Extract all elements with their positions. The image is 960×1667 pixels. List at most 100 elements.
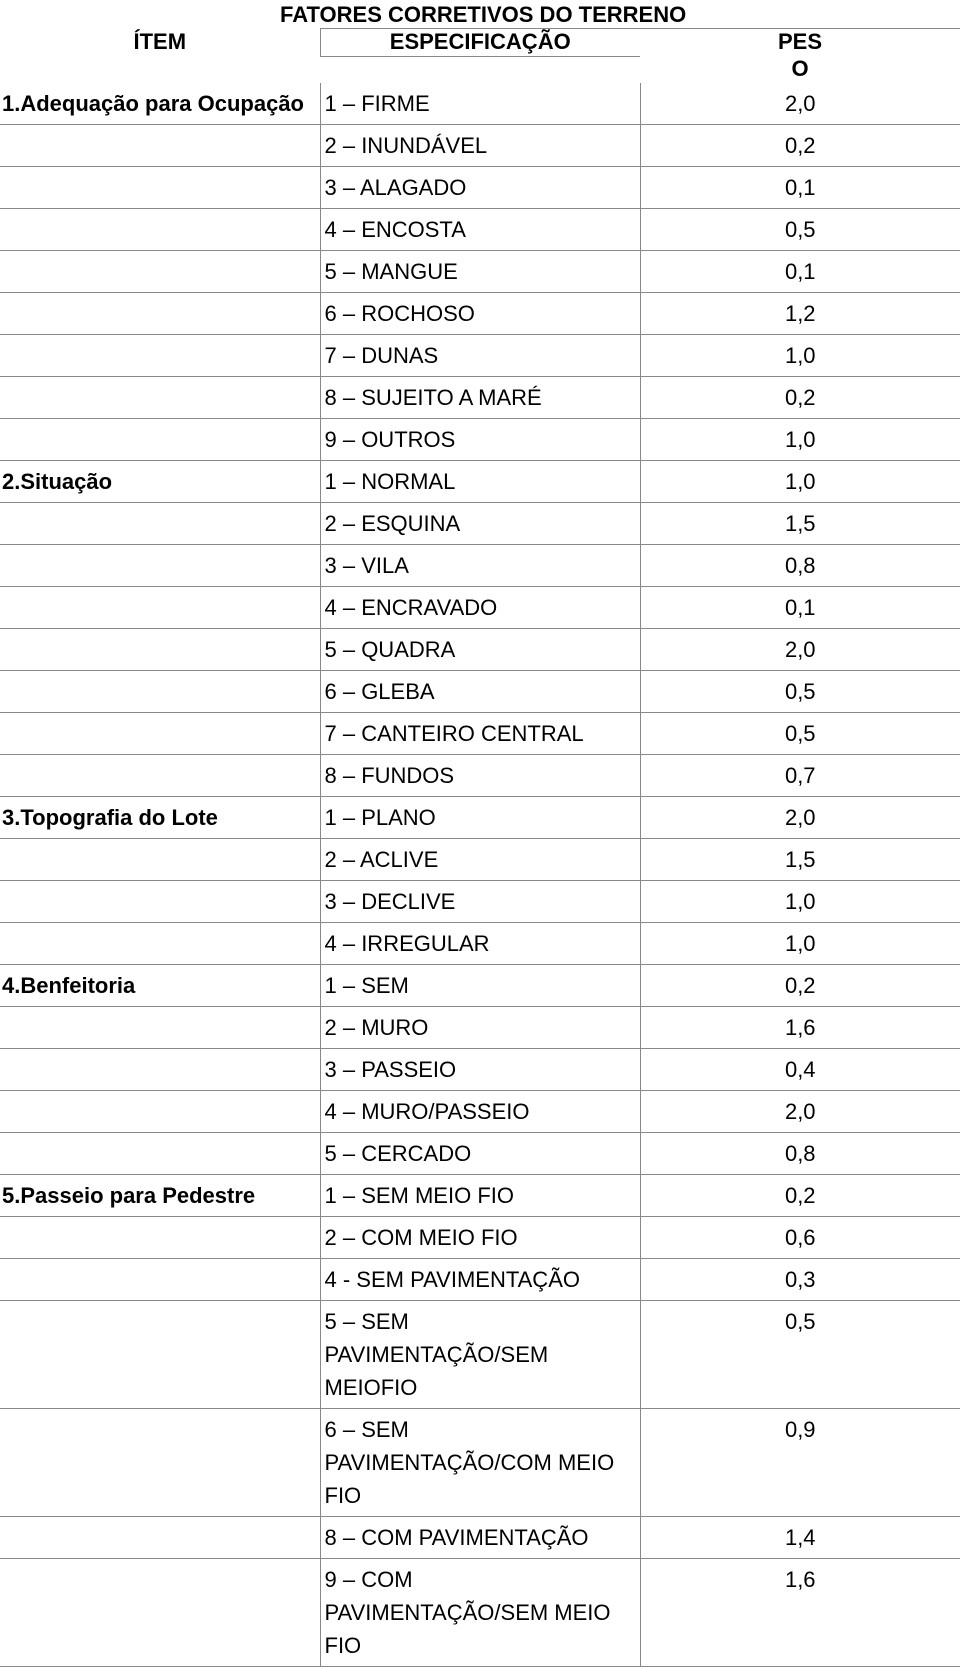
peso-cell: 0,2 — [640, 124, 960, 166]
item-cell — [0, 334, 320, 376]
header-peso-2: O — [640, 56, 960, 82]
peso-cell: 0,8 — [640, 1132, 960, 1174]
spec-cell: 9 – OUTROS — [320, 418, 640, 460]
peso-cell: 1,6 — [640, 1558, 960, 1666]
spec-cell: 4 – ENCOSTA — [320, 208, 640, 250]
peso-cell: 2,0 — [640, 1090, 960, 1132]
spec-cell: 4 – ENCRAVADO — [320, 586, 640, 628]
spec-cell: 5 – MANGUE — [320, 250, 640, 292]
peso-cell: 1,0 — [640, 418, 960, 460]
table-row: 8 – COM PAVIMENTAÇÃO1,4 — [0, 1516, 960, 1558]
item-cell: 1.Adequação para Ocupação — [0, 83, 320, 125]
table-row: 5 – SEM PAVIMENTAÇÃO/SEM MEIOFIO0,5 — [0, 1300, 960, 1408]
item-cell — [0, 1090, 320, 1132]
table-row: 6 – ROCHOSO1,2 — [0, 292, 960, 334]
peso-cell: 0,5 — [640, 712, 960, 754]
table-row: 9 – OUTROS1,0 — [0, 418, 960, 460]
spec-cell: 3 – ALAGADO — [320, 166, 640, 208]
item-cell — [0, 124, 320, 166]
table-row: 3 – DECLIVE1,0 — [0, 880, 960, 922]
spec-cell: 2 – COM MEIO FIO — [320, 1216, 640, 1258]
item-cell — [0, 1408, 320, 1516]
peso-cell: 1,5 — [640, 838, 960, 880]
table-row: 7 – CANTEIRO CENTRAL0,5 — [0, 712, 960, 754]
item-cell — [0, 1516, 320, 1558]
peso-cell: 2,0 — [640, 628, 960, 670]
spec-cell: 8 – SUJEITO A MARÉ — [320, 376, 640, 418]
item-cell: 2.Situação — [0, 460, 320, 502]
spec-cell: 4 – IRREGULAR — [320, 922, 640, 964]
table-row: 3 – PASSEIO0,4 — [0, 1048, 960, 1090]
spec-cell: 8 – COM PAVIMENTAÇÃO — [320, 1516, 640, 1558]
spec-cell: 5 – SEM PAVIMENTAÇÃO/SEM MEIOFIO — [320, 1300, 640, 1408]
table-row: 3 – VILA0,8 — [0, 544, 960, 586]
item-cell — [0, 922, 320, 964]
peso-cell: 0,1 — [640, 250, 960, 292]
header-row: ÍTEM ESPECIFICAÇÃO PES — [0, 29, 960, 56]
item-cell — [0, 418, 320, 460]
fatores-table: FATORES CORRETIVOS DO TERRENO ÍTEM ESPEC… — [0, 0, 960, 1667]
spec-cell: 1 – SEM — [320, 964, 640, 1006]
item-cell — [0, 586, 320, 628]
spec-cell: 4 – MURO/PASSEIO — [320, 1090, 640, 1132]
item-label: 4.Benfeitoria — [2, 973, 135, 998]
table-row: 4 – ENCOSTA0,5 — [0, 208, 960, 250]
peso-cell: 0,1 — [640, 166, 960, 208]
table-row: 5 – CERCADO0,8 — [0, 1132, 960, 1174]
peso-cell: 0,2 — [640, 376, 960, 418]
table-row: 2 – ESQUINA1,5 — [0, 502, 960, 544]
table-row: 4 – IRREGULAR1,0 — [0, 922, 960, 964]
item-cell — [0, 1048, 320, 1090]
table-row: 6 – GLEBA0,5 — [0, 670, 960, 712]
table-body: 1.Adequação para Ocupação1 – FIRME2,0 2 –… — [0, 83, 960, 1667]
item-cell — [0, 1300, 320, 1408]
item-cell — [0, 208, 320, 250]
item-cell — [0, 628, 320, 670]
peso-cell: 0,5 — [640, 208, 960, 250]
spec-cell: 3 – DECLIVE — [320, 880, 640, 922]
spec-cell: 6 – ROCHOSO — [320, 292, 640, 334]
spec-cell: 9 – COM PAVIMENTAÇÃO/SEM MEIO FIO — [320, 1558, 640, 1666]
table-row: 3 – ALAGADO0,1 — [0, 166, 960, 208]
peso-cell: 0,4 — [640, 1048, 960, 1090]
item-cell — [0, 292, 320, 334]
spec-cell: 2 – ACLIVE — [320, 838, 640, 880]
header-peso-1: PES — [640, 29, 960, 56]
item-cell — [0, 754, 320, 796]
spec-cell: 5 – CERCADO — [320, 1132, 640, 1174]
table-row: 5.Passeio para Pedestre1 – SEM MEIO FIO0… — [0, 1174, 960, 1216]
item-cell — [0, 712, 320, 754]
table-row: 2.Situação1 – NORMAL1,0 — [0, 460, 960, 502]
table-row: 4 – MURO/PASSEIO2,0 — [0, 1090, 960, 1132]
item-cell — [0, 1006, 320, 1048]
table-row: 7 – DUNAS1,0 — [0, 334, 960, 376]
spec-cell: 1 – SEM MEIO FIO — [320, 1174, 640, 1216]
peso-cell: 0,2 — [640, 1174, 960, 1216]
item-label: 2.Situação — [2, 469, 112, 494]
peso-cell: 1,6 — [640, 1006, 960, 1048]
item-cell — [0, 838, 320, 880]
peso-cell: 1,0 — [640, 922, 960, 964]
peso-cell: 1,4 — [640, 1516, 960, 1558]
table-row: 5 – MANGUE0,1 — [0, 250, 960, 292]
spec-cell: 1 – NORMAL — [320, 460, 640, 502]
item-cell: 4.Benfeitoria — [0, 964, 320, 1006]
spec-cell: 2 – ESQUINA — [320, 502, 640, 544]
table-row: 1.Adequação para Ocupação1 – FIRME2,0 — [0, 83, 960, 125]
item-label: 3.Topografia do Lote — [2, 805, 218, 830]
item-cell — [0, 1132, 320, 1174]
table-row: 5 – QUADRA2,0 — [0, 628, 960, 670]
spec-cell: 3 – VILA — [320, 544, 640, 586]
table-row: 4 – ENCRAVADO0,1 — [0, 586, 960, 628]
peso-cell: 1,0 — [640, 334, 960, 376]
peso-cell: 0,5 — [640, 670, 960, 712]
item-cell — [0, 544, 320, 586]
table-row: 2 – MURO1,6 — [0, 1006, 960, 1048]
item-cell — [0, 1216, 320, 1258]
table-row: 6 – SEM PAVIMENTAÇÃO/COM MEIO FIO0,9 — [0, 1408, 960, 1516]
spec-cell: 7 – DUNAS — [320, 334, 640, 376]
header-espec: ESPECIFICAÇÃO — [320, 29, 640, 56]
item-cell — [0, 1558, 320, 1666]
spec-cell: 8 – FUNDOS — [320, 754, 640, 796]
peso-cell: 0,7 — [640, 754, 960, 796]
